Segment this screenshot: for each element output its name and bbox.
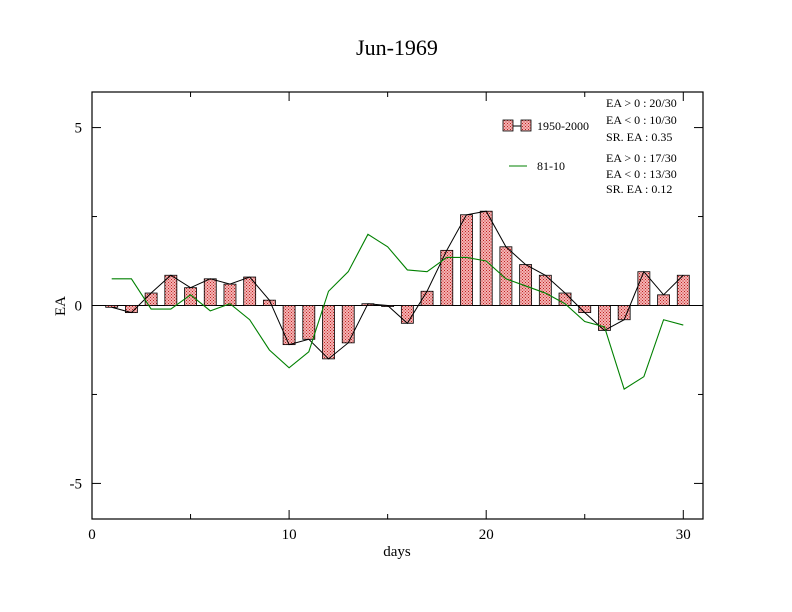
bar-day-21 <box>499 246 513 306</box>
bar-day-29 <box>657 294 670 306</box>
x-tick-label-10: 10 <box>282 527 297 543</box>
x-tick-label-0: 0 <box>88 527 96 543</box>
bar-day-22 <box>519 264 533 306</box>
bar-day-12 <box>322 305 335 360</box>
stats-1-line-1: EA > 0 : 20/30 <box>606 96 677 110</box>
bar-day-16 <box>400 305 414 324</box>
legend-label-81-10: 81-10 <box>537 159 565 173</box>
bar-day-19 <box>460 214 473 306</box>
stats-1-line-2: EA < 0 : 10/30 <box>606 113 677 127</box>
x-tick-label-30: 30 <box>676 527 691 543</box>
bar-day-7 <box>223 283 237 306</box>
bar-day-27 <box>617 305 631 321</box>
legend-label-1950-2000: 1950-2000 <box>537 119 589 133</box>
bar-series-1950-2000 <box>105 210 690 360</box>
bar-day-5 <box>184 287 197 306</box>
legend-swatch-1950-2000-a <box>502 119 514 132</box>
bar-day-20 <box>479 210 493 306</box>
y-tick-label-5: 5 <box>75 121 83 137</box>
x-tick-label-20: 20 <box>479 527 494 543</box>
y-axis-label: EA <box>53 296 69 316</box>
bar-day-3 <box>144 292 158 306</box>
bar-day-11 <box>302 305 316 340</box>
legend-swatch-1950-2000-b <box>520 119 532 132</box>
bar-day-10 <box>282 305 296 346</box>
legend: 1950-2000 81-10 EA > 0 : 20/30 EA < 0 : … <box>502 96 677 196</box>
stats-2-line-3: SR. EA : 0.12 <box>606 182 672 196</box>
bar-day-13 <box>341 305 355 344</box>
bar-day-23 <box>538 274 552 306</box>
y-tick-label--5: -5 <box>70 476 83 492</box>
y-tick-label-0: 0 <box>75 299 83 315</box>
x-axis-label: days <box>383 544 411 560</box>
line-81-10 <box>111 233 684 390</box>
bar-day-1 <box>105 305 119 308</box>
stats-2-line-1: EA > 0 : 17/30 <box>606 151 677 165</box>
stats-1-line-3: SR. EA : 0.35 <box>606 130 672 144</box>
bar-day-4 <box>164 274 178 306</box>
chart-title: Jun-1969 <box>356 35 438 60</box>
line-1950-2000 <box>111 210 684 360</box>
line-series <box>111 210 684 390</box>
stats-2-line-2: EA < 0 : 13/30 <box>606 167 677 181</box>
bar-day-6 <box>203 278 217 306</box>
